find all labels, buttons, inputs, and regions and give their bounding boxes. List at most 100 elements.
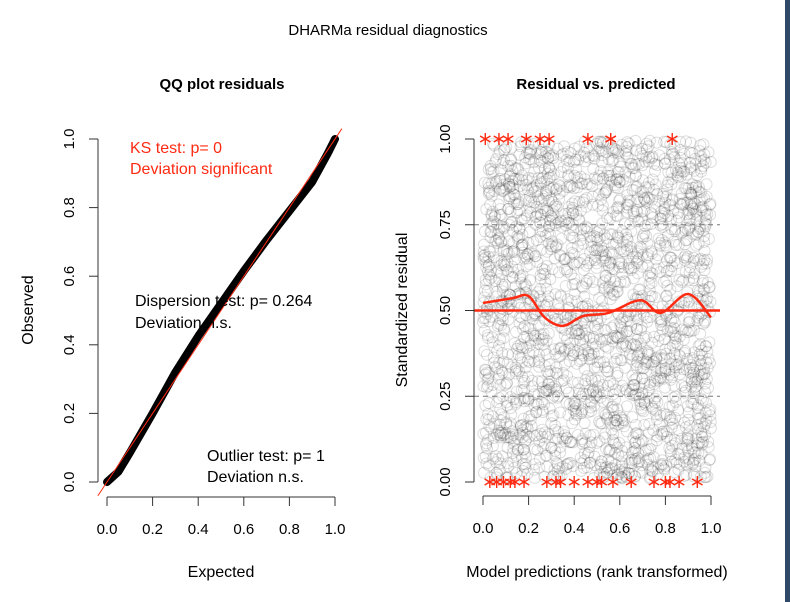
residual-point [567, 182, 580, 195]
residual-point [564, 147, 577, 159]
residual-point [621, 151, 634, 164]
residual-point [502, 302, 515, 315]
residual-point [508, 244, 520, 257]
residual-point [599, 186, 612, 199]
residual-point [615, 138, 628, 151]
residual-point [495, 431, 508, 444]
residual-point [692, 311, 705, 324]
residual-point [514, 351, 527, 364]
residual-point [568, 397, 581, 410]
residual-point [558, 429, 571, 442]
residual-point [702, 435, 715, 448]
residual-point [518, 383, 531, 396]
residual-point [521, 354, 534, 367]
residual-point [544, 209, 557, 222]
residual-point [509, 367, 522, 380]
residual-point [580, 277, 593, 290]
residual-point [502, 431, 515, 444]
residual-point [563, 179, 576, 192]
residual-point [646, 211, 659, 224]
residual-point [592, 244, 605, 256]
residual-point [641, 191, 654, 204]
residual-point [619, 147, 632, 160]
residual-point [496, 347, 509, 359]
residual-point [638, 193, 651, 205]
residual-point [680, 233, 693, 246]
residual-point [613, 261, 626, 274]
residual-point [661, 279, 674, 292]
residual-point [502, 235, 515, 248]
residual-point [640, 143, 653, 156]
residual-point [537, 267, 550, 280]
residual-point [640, 151, 653, 164]
residual-point [606, 155, 619, 168]
residual-point [546, 204, 559, 217]
residual-point [533, 452, 546, 465]
residual-point [578, 436, 591, 449]
residual-point [482, 408, 494, 421]
residual-point [631, 192, 644, 205]
residual-point [482, 413, 495, 426]
residual-point [597, 379, 609, 391]
residual-point [609, 419, 622, 432]
residual-point [657, 190, 670, 203]
residual-point [482, 181, 495, 194]
residual-point [551, 142, 564, 155]
residual-point [677, 333, 690, 346]
residual-point [481, 308, 494, 320]
residual-point [542, 152, 555, 164]
residual-point [609, 181, 622, 194]
residual-point [658, 135, 671, 148]
residual-point [549, 239, 562, 252]
residual-xlabel: Model predictions (rank transformed) [466, 564, 727, 581]
residual-point [492, 453, 505, 465]
residual-point [609, 330, 622, 342]
residual-point [678, 416, 691, 429]
residual-point [606, 400, 619, 413]
residual-point [579, 155, 592, 168]
residual-point [501, 457, 514, 470]
residual-point [679, 249, 692, 262]
residual-point [694, 354, 706, 367]
residual-point [636, 232, 649, 245]
outlier-bottom-star [568, 476, 580, 488]
residual-point [603, 445, 616, 458]
residual-point [511, 443, 524, 456]
residual-point [499, 428, 512, 441]
residual-point [704, 197, 717, 210]
residual-point [646, 267, 659, 280]
residual-point [541, 204, 554, 217]
residual-point [677, 274, 690, 287]
residual-point [585, 348, 598, 361]
residual-point [674, 197, 687, 210]
residual-point [549, 432, 562, 445]
residual-point [513, 204, 526, 217]
residual-point [669, 390, 682, 403]
residual-point [584, 234, 597, 247]
residual-point [615, 465, 628, 478]
residual-point [553, 266, 565, 279]
residual-point [688, 446, 701, 459]
residual-point [561, 162, 574, 175]
residual-point [578, 193, 591, 206]
residual-point [491, 428, 504, 441]
residual-point [487, 165, 500, 178]
residual-point [632, 215, 645, 228]
residual-point [654, 212, 667, 225]
residual-point [681, 431, 694, 444]
outlier-top-star [520, 133, 532, 145]
residual-point [583, 441, 596, 453]
residual-point [673, 424, 685, 437]
residual-point [644, 471, 657, 484]
residual-point [505, 159, 517, 172]
residual-point [537, 202, 550, 215]
residual-point [652, 374, 665, 387]
dispersion-deviation-text: Deviation n.s. [135, 315, 232, 332]
residual-point [600, 466, 613, 479]
residual-x-tick-label: 0.6 [609, 520, 630, 537]
residual-point [663, 153, 676, 166]
residual-point [668, 347, 681, 360]
residual-point [535, 195, 548, 208]
residual-point [507, 237, 520, 249]
residual-point [654, 371, 667, 384]
